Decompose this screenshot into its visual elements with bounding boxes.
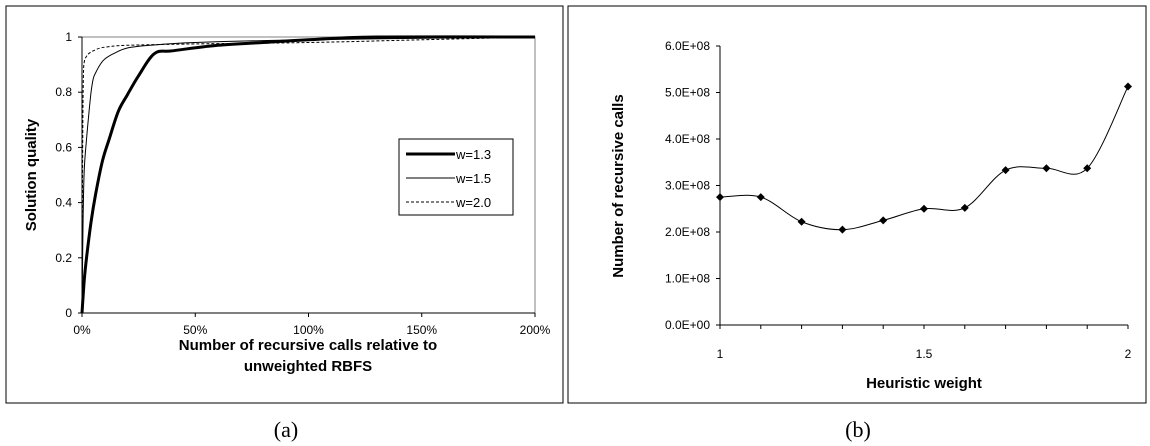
legend-label: w=2.0 (455, 195, 491, 210)
data-point (879, 216, 888, 225)
panel-a-frame (5, 5, 564, 404)
x-tick-label: 150% (406, 323, 437, 337)
y-tick-label: 1 (65, 30, 72, 44)
x-axis-title-line2: unweighted RBFS (244, 358, 372, 375)
y-tick-label: 0.8 (55, 85, 72, 99)
data-point (1042, 164, 1051, 173)
data-point (838, 225, 847, 234)
data-point (920, 204, 928, 213)
x-axis-title-line1: Number of recursive calls relative to (179, 337, 437, 354)
panel-a-caption: (a) (274, 417, 298, 442)
x-tick-label: 1.5 (916, 347, 933, 361)
y-tick-label: 1.0E+08 (665, 272, 710, 286)
x-tick-label: 100% (293, 323, 324, 337)
legend-label: w=1.5 (455, 171, 491, 186)
y-tick-label: 2.0E+08 (665, 225, 710, 239)
panel-a: 0 0.2 0.4 0.6 0.8 1 0% 50% 100% 150% 200% Number of… (23, 30, 551, 375)
data-point (716, 193, 724, 202)
data-point (1001, 166, 1010, 175)
legend: w=1.3 w=1.5 w=2.0 (398, 138, 514, 216)
data-point (797, 217, 806, 226)
x-tick-label: 1 (717, 347, 724, 361)
y-tick-label: 5.0E+08 (665, 86, 710, 100)
y-axis-title: Number of recursive calls (610, 94, 627, 277)
y-tick-label: 0 (65, 306, 72, 320)
x-tick-label: 50% (183, 323, 207, 337)
series-line-w=2.0 (81, 36, 536, 314)
y-tick-label: 4.0E+08 (665, 132, 710, 146)
panel-b-caption: (b) (845, 417, 871, 442)
data-point (756, 193, 765, 202)
y-tick-label: 0.4 (55, 196, 72, 210)
y-tick-label: 0.2 (55, 251, 72, 265)
y-axis-title: Solution quality (23, 118, 40, 231)
legend-label: w=1.3 (455, 147, 491, 162)
panel-b-frame (567, 5, 1147, 404)
y-tick-label: 0.6 (55, 140, 72, 154)
y-tick-label: 6.0E+08 (665, 39, 710, 53)
panel-b: 0.0E+00 1.0E+08 2.0E+08 3.0E+08 4.0E+08 5.0E+… (610, 39, 1132, 392)
x-tick-label: 2 (1125, 347, 1132, 361)
y-tick-label: 0.0E+00 (665, 318, 710, 332)
data-point (960, 203, 969, 212)
data-point (1083, 164, 1092, 173)
data-point (1124, 82, 1132, 91)
x-tick-label: 200% (520, 323, 551, 337)
series-line-w=1.5 (81, 36, 536, 314)
x-axis-title: Heuristic weight (866, 375, 982, 392)
x-tick-label: 0% (73, 323, 91, 337)
y-tick-label: 3.0E+08 (665, 179, 710, 193)
